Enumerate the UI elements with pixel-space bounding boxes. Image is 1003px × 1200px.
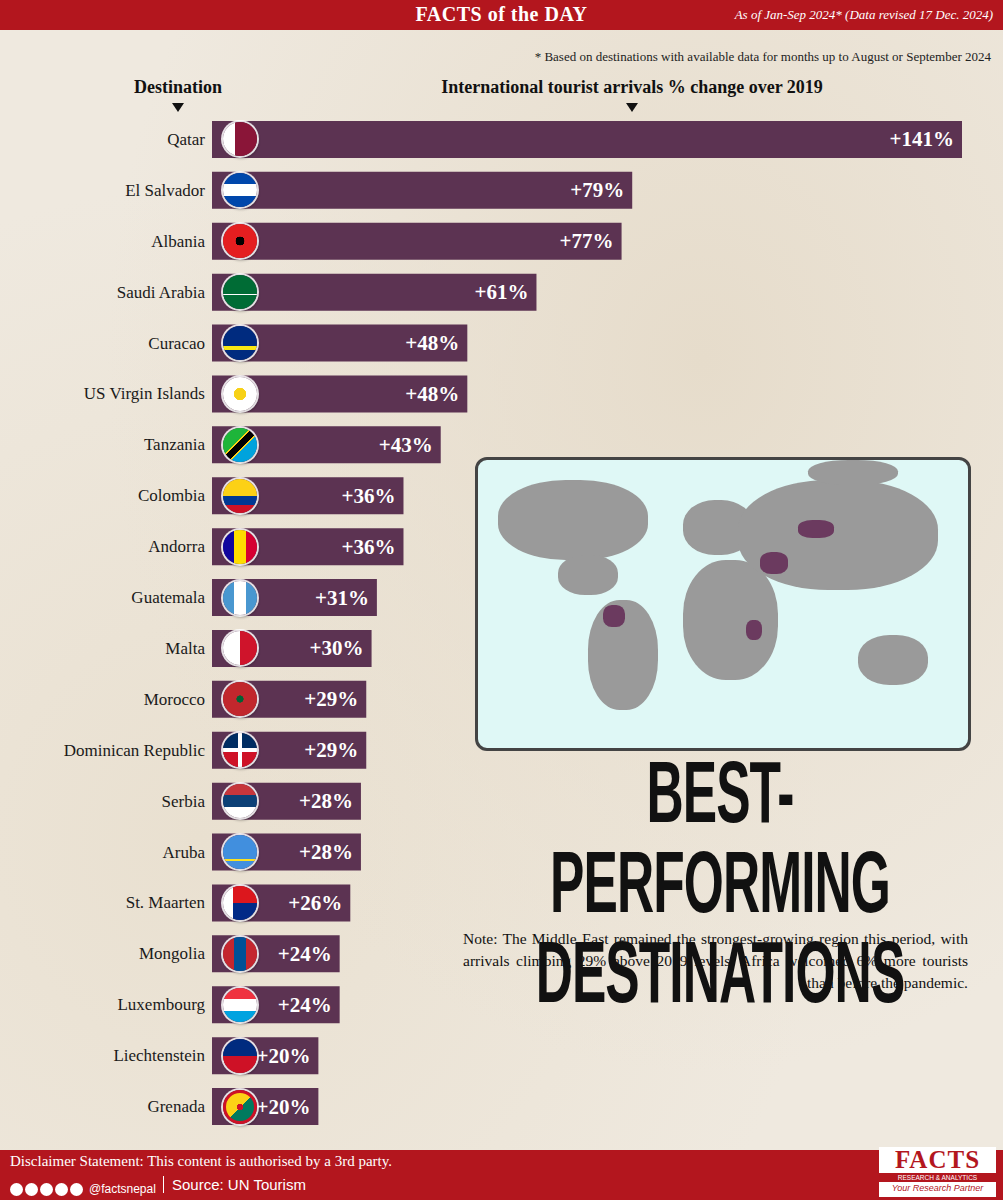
svg-text:+61%: +61% — [474, 280, 528, 304]
html-text:Note: The Middle East remained: Note: The Middle East remained the stron… — [463, 930, 968, 991]
svg-text:+30%: +30% — [310, 636, 364, 660]
svg-text:+26%: +26% — [288, 891, 342, 915]
svg-text:+29%: +29% — [304, 738, 358, 762]
svg-text:Saudi Arabia: Saudi Arabia — [117, 283, 206, 302]
html-text:Destination: Destination — [134, 77, 222, 97]
svg-text:Malta: Malta — [165, 639, 205, 658]
html-text:Disclaimer Statement: This con: Disclaimer Statement: This content is au… — [10, 1153, 392, 1169]
svg-text:Tanzania: Tanzania — [144, 435, 206, 454]
svg-text:Mongolia: Mongolia — [139, 944, 206, 963]
svg-text:Aruba: Aruba — [163, 843, 206, 862]
svg-text:+36%: +36% — [342, 535, 396, 559]
html-text:Source: UN Tourism: Source: UN Tourism — [172, 1176, 306, 1193]
html-text:FACTS of the DAY: FACTS of the DAY — [415, 3, 588, 25]
html-text:RESEARCH & ANALYTICS: RESEARCH & ANALYTICS — [897, 1174, 978, 1181]
svg-text:+141%: +141% — [890, 127, 954, 151]
svg-text:Grenada: Grenada — [147, 1097, 205, 1116]
svg-text:+43%: +43% — [379, 433, 433, 457]
html-text:FACTS: FACTS — [894, 1146, 980, 1173]
html-text:BEST-PERFORMING DESTINATIONS: BEST-PERFORMING DESTINATIONS — [535, 743, 905, 1021]
svg-text:+48%: +48% — [405, 331, 459, 355]
svg-text:Serbia: Serbia — [162, 792, 206, 811]
svg-text:+28%: +28% — [299, 789, 353, 813]
html-text:Your Research Partner: Your Research Partner — [891, 1183, 984, 1193]
svg-text:Qatar: Qatar — [167, 130, 205, 149]
svg-text:Dominican Republic: Dominican Republic — [64, 741, 206, 760]
svg-text:+77%: +77% — [560, 229, 614, 253]
svg-text:St. Maarten: St. Maarten — [126, 893, 206, 912]
html-text:@factsnepal: @factsnepal — [89, 1182, 156, 1197]
svg-text:+24%: +24% — [278, 942, 332, 966]
html-text:As of Jan-Sep 2024* (Data revi: As of Jan-Sep 2024* (Data revised 17 Dec… — [734, 7, 993, 22]
svg-text:+31%: +31% — [315, 586, 369, 610]
svg-text:+28%: +28% — [299, 840, 353, 864]
html-text:International tourist arrivals: International tourist arrivals % change … — [441, 77, 823, 97]
svg-text:Guatemala: Guatemala — [131, 588, 205, 607]
svg-text:Colombia: Colombia — [138, 486, 206, 505]
svg-text:El Salvador: El Salvador — [125, 181, 205, 200]
svg-text:Liechtenstein: Liechtenstein — [113, 1046, 205, 1065]
svg-text:US Virgin Islands: US Virgin Islands — [84, 384, 205, 403]
svg-text:+20%: +20% — [256, 1044, 310, 1068]
svg-text:+24%: +24% — [278, 993, 332, 1017]
svg-text:Albania: Albania — [151, 232, 205, 251]
svg-text:+79%: +79% — [570, 178, 624, 202]
svg-text:+29%: +29% — [304, 687, 358, 711]
svg-text:Morocco: Morocco — [144, 690, 205, 709]
svg-text:Curacao: Curacao — [148, 334, 205, 353]
svg-text:+36%: +36% — [342, 484, 396, 508]
svg-text:Andorra: Andorra — [148, 537, 205, 556]
svg-text:+20%: +20% — [256, 1095, 310, 1119]
html-text:* Based on destinations with a: * Based on destinations with available d… — [534, 49, 991, 64]
svg-text:+48%: +48% — [405, 382, 459, 406]
svg-text:Luxembourg: Luxembourg — [117, 995, 205, 1014]
